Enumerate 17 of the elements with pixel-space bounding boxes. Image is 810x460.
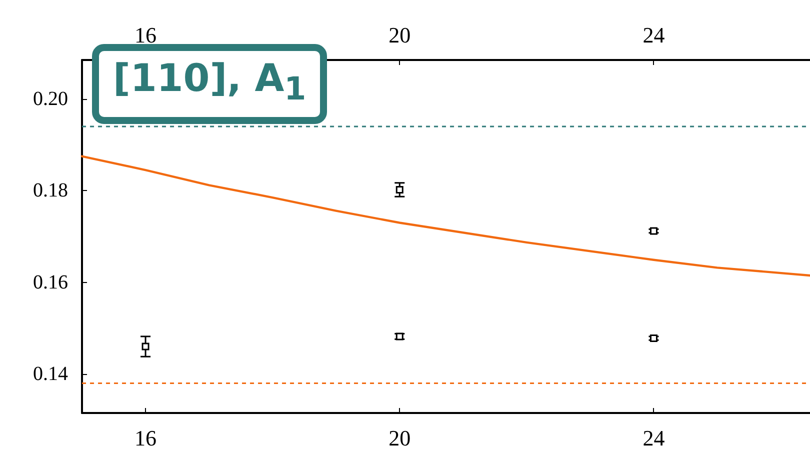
x2-tick-label: 16 (134, 22, 157, 48)
y-tick-label: 0.20 (33, 88, 68, 110)
point (396, 186, 404, 194)
point (650, 334, 658, 342)
x-tick-label: 24 (642, 426, 665, 450)
y-tick-label: 0.18 (33, 180, 68, 202)
y-tick-label: 0.14 (33, 363, 68, 386)
y-tick-label: 0.16 (33, 271, 68, 294)
annotation: [110], A$_{1}$ (113, 56, 306, 108)
point (396, 332, 404, 340)
point (142, 342, 150, 350)
x-tick-label: 16 (134, 426, 157, 450)
x-tick-label: 20 (388, 426, 411, 450)
line-series (80, 155, 810, 277)
x2-tick-label: 24 (642, 22, 665, 48)
point (650, 227, 658, 235)
x2-tick-label: 20 (388, 22, 411, 48)
